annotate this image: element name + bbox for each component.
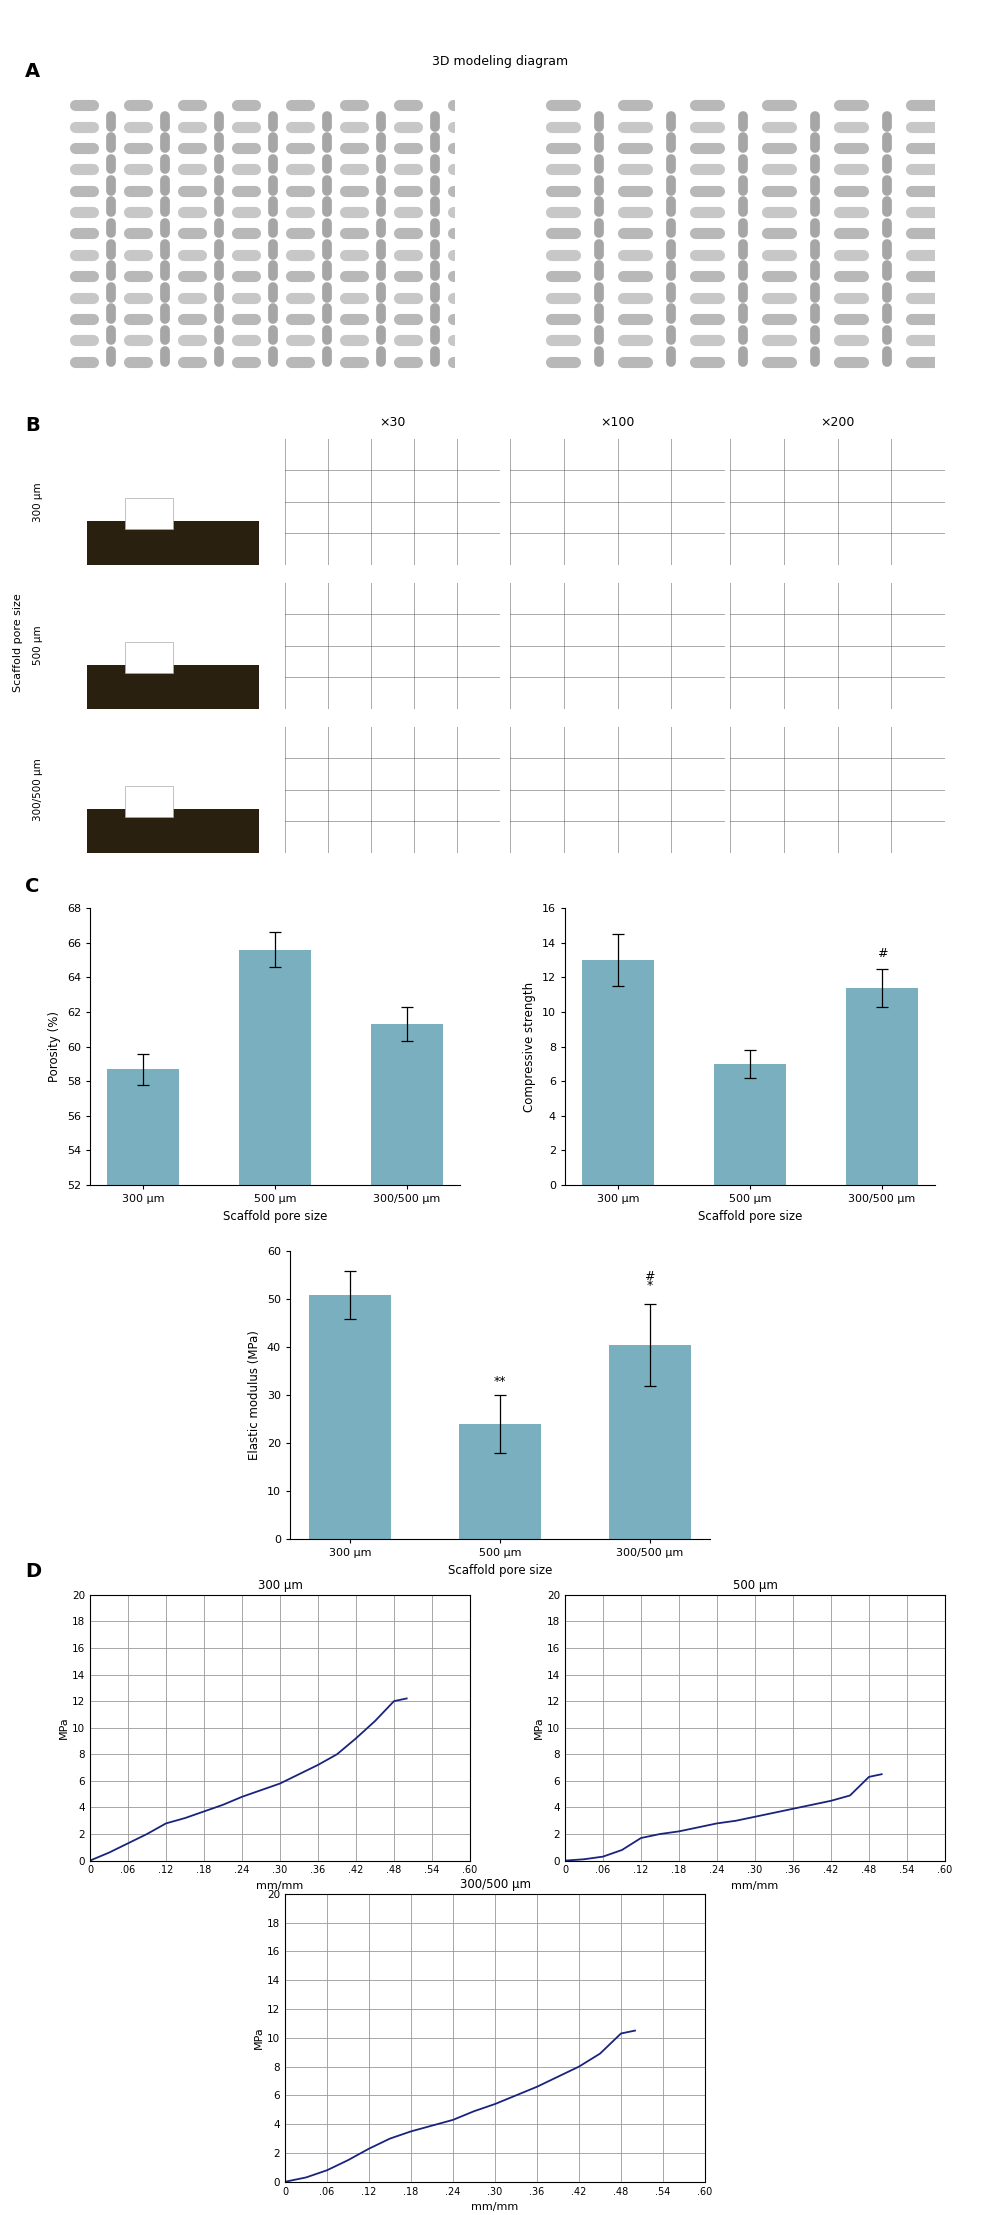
Bar [87, 521, 258, 565]
Bar [846, 988, 918, 1185]
Text: A: A [25, 62, 40, 82]
Bar [87, 808, 258, 853]
Bar [714, 1063, 786, 1185]
Bar [309, 1294, 391, 1539]
Text: 300/500 μm: 300/500 μm [33, 758, 43, 822]
X-axis label: Scaffold pore size: Scaffold pore size [223, 1209, 327, 1223]
Y-axis label: MPa: MPa [534, 1717, 544, 1739]
Title: 300 μm: 300 μm [258, 1579, 302, 1593]
Title: 500 μm: 500 μm [733, 1579, 777, 1593]
Text: ×100: ×100 [600, 416, 635, 430]
Text: 3D modeling diagram: 3D modeling diagram [432, 55, 568, 69]
Text: C: C [25, 877, 39, 897]
X-axis label: mm/mm: mm/mm [471, 2202, 519, 2213]
Bar [125, 642, 173, 673]
Text: 500 μm: 500 μm [33, 627, 43, 664]
Text: **: ** [494, 1376, 506, 1389]
Y-axis label: Porosity (%): Porosity (%) [48, 1010, 61, 1083]
Bar [582, 959, 654, 1185]
Text: B: B [25, 416, 40, 436]
Bar [125, 786, 173, 817]
Title: 300/500 μm: 300/500 μm [460, 1878, 530, 1892]
Text: Scaffold pore size: Scaffold pore size [13, 594, 23, 691]
Y-axis label: Compressive strength: Compressive strength [523, 981, 536, 1112]
Bar [371, 1023, 443, 2084]
Text: #: # [644, 1269, 655, 1282]
Bar [107, 1070, 179, 2084]
Y-axis label: MPa: MPa [59, 1717, 69, 1739]
X-axis label: Scaffold pore size: Scaffold pore size [448, 1564, 552, 1577]
X-axis label: mm/mm: mm/mm [731, 1881, 779, 1892]
Bar [239, 950, 311, 2084]
Text: ×30: ×30 [379, 416, 406, 430]
Y-axis label: Elastic modulus (MPa): Elastic modulus (MPa) [248, 1331, 261, 1460]
Text: #: # [877, 948, 887, 959]
X-axis label: Scaffold pore size: Scaffold pore size [698, 1209, 802, 1223]
X-axis label: mm/mm: mm/mm [256, 1881, 304, 1892]
Text: ×200: ×200 [820, 416, 855, 430]
Text: 300 μm: 300 μm [33, 483, 43, 521]
Y-axis label: MPa: MPa [254, 2027, 264, 2049]
Text: D: D [25, 1562, 41, 1582]
Bar [459, 1424, 541, 1539]
Bar [87, 664, 258, 709]
Bar [609, 1345, 691, 1539]
Text: *: * [647, 1280, 653, 1291]
Bar [125, 498, 173, 529]
